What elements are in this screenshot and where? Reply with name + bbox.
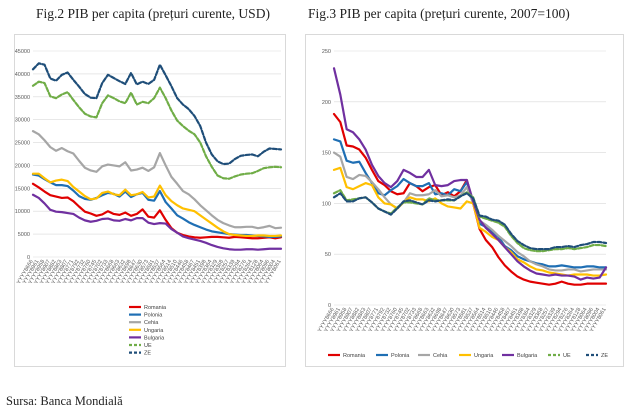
chart-panel-fig2: 0 5000 10000 15000 20000 25000 30000 35000 40000… <box>14 34 286 367</box>
figure-3-caption: Fig.3 PIB per capita (prețuri curente, 2… <box>308 6 570 21</box>
y-tick-label: 250 <box>322 49 331 55</box>
legend-label-polonia: Polonia <box>144 313 163 319</box>
legend-label-romania: Romania <box>144 305 167 311</box>
chart-panel-fig3: 0 50 100 150 200 250 YYYY8666 YYYY8961 YYYY8958 Y… <box>305 34 624 367</box>
y-tick-label: 20000 <box>15 163 30 169</box>
legend-label-cehia: Cehia <box>433 353 448 359</box>
legend-label-ze: ZE <box>144 351 151 357</box>
source-note: Sursa: Banca Mondială <box>6 394 123 408</box>
y-tick-label: 50 <box>325 252 331 258</box>
y-tick-label: 40000 <box>15 72 30 78</box>
legend-label-ungaria: Ungaria <box>474 353 494 359</box>
y-tick-label: 15000 <box>15 186 30 192</box>
y-tick-label: 35000 <box>15 95 30 101</box>
series-line-ze <box>31 62 283 166</box>
figure-2-caption: Fig.2 PIB per capita (prețuri curente, U… <box>36 6 270 21</box>
legend-label-bulgaria: Bulgaria <box>517 353 538 359</box>
legend-label-ue: UE <box>144 343 152 349</box>
y-tick-label: 30000 <box>15 118 30 124</box>
y-tick-label: 100 <box>322 201 331 207</box>
series-line-ue <box>332 189 608 253</box>
y-tick-label: 0 <box>27 255 30 261</box>
y-tick-label: 150 <box>322 151 331 157</box>
y-tick-label: 0 <box>328 303 331 309</box>
y-tick-label: 25000 <box>15 141 30 147</box>
y-tick-label: 5000 <box>18 232 30 238</box>
legend-label-ze: ZE <box>601 353 608 359</box>
series-line-romania <box>31 182 283 240</box>
legend-label-cehia: Cehia <box>144 320 159 326</box>
y-tick-label: 200 <box>322 100 331 106</box>
series-line-ungaria <box>31 172 283 238</box>
chart-fig3: 050100150200250YYYY8666YYYY8961YYYY8958Y… <box>317 49 608 359</box>
y-tick-label: 10000 <box>15 209 30 215</box>
y-tick-label: 45000 <box>15 49 30 55</box>
series-line-bulgaria <box>31 193 283 251</box>
legend-label-ue: UE <box>563 353 571 359</box>
series-line-ue <box>31 80 283 180</box>
series-line-romania <box>332 112 608 286</box>
legend-label-bulgaria: Bulgaria <box>144 335 165 341</box>
legend-label-romania: Romania <box>343 353 366 359</box>
series-line-cehia <box>31 130 283 230</box>
series-line-ze <box>332 192 608 251</box>
legend-label-ungaria: Ungaria <box>144 328 164 334</box>
legend-label-polonia: Polonia <box>391 353 410 359</box>
series-line-bulgaria <box>332 67 608 281</box>
chart-fig2: 0 5000 10000 15000 20000 25000 30000 35000 40000… <box>15 49 283 357</box>
